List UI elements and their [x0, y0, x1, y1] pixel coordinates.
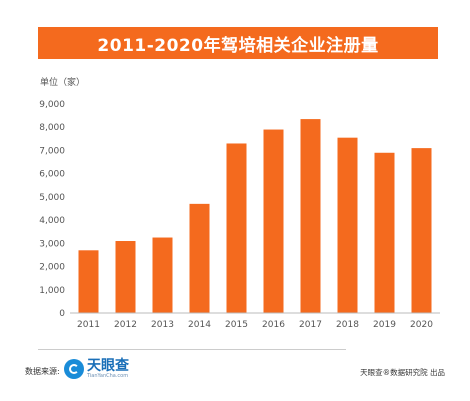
bar-2011	[78, 250, 99, 313]
tianyancha-logo-icon	[64, 359, 84, 379]
x-tick-label: 2011	[77, 320, 100, 330]
y-tick-label: 5,000	[39, 193, 65, 203]
y-tick-label: 1,000	[39, 286, 65, 296]
bars	[78, 119, 432, 313]
logo-name: 天眼查	[87, 358, 129, 374]
y-tick-label: 4,000	[39, 216, 65, 226]
x-tick-label: 2016	[262, 320, 285, 330]
bar-2020	[411, 148, 432, 313]
bar-2012	[115, 241, 136, 313]
bar-2015	[226, 143, 247, 313]
bar-2017	[300, 119, 321, 313]
bar-2019	[374, 152, 395, 313]
x-tick-label: 2017	[299, 320, 322, 330]
y-tick-label: 7,000	[39, 146, 65, 156]
bar-2016	[263, 129, 284, 313]
x-tick-label: 2019	[373, 320, 396, 330]
y-unit-label: 单位（家）	[40, 76, 85, 88]
x-axis: 2011 2012 2013 2014 2015 2016 2017 2018 2019 2020	[70, 312, 440, 330]
source-label: 数据来源:	[25, 367, 60, 376]
y-axis: 0 1,000 2,000 3,000 4,000 5,000 6,000 7,000 8,00…	[39, 100, 65, 319]
x-tick-label: 2014	[188, 320, 211, 330]
y-tick-label: 6,000	[39, 170, 65, 180]
y-tick-label: 2,000	[39, 263, 65, 273]
publisher-label: 天眼查®数据研究院 出品	[360, 368, 445, 377]
y-tick-label: 9,000	[39, 100, 65, 110]
y-tick-label: 0	[59, 309, 65, 319]
logo-domain: TianYanCha.com	[87, 373, 129, 379]
bar-2013	[152, 237, 173, 313]
bar-2014	[189, 203, 210, 313]
chart-title: 2011-2020年驾培相关企业注册量	[38, 27, 438, 59]
tianyancha-logo: 天眼查 TianYanCha.com	[64, 359, 129, 379]
bar-2018	[337, 137, 358, 313]
x-tick-label: 2015	[225, 320, 248, 330]
y-tick-label: 8,000	[39, 123, 65, 133]
footer-divider	[38, 349, 346, 350]
x-tick-label: 2018	[336, 320, 359, 330]
x-tick-label: 2013	[151, 320, 174, 330]
x-tick-label: 2020	[410, 320, 433, 330]
y-tick-label: 3,000	[39, 239, 65, 249]
x-tick-label: 2012	[114, 320, 137, 330]
